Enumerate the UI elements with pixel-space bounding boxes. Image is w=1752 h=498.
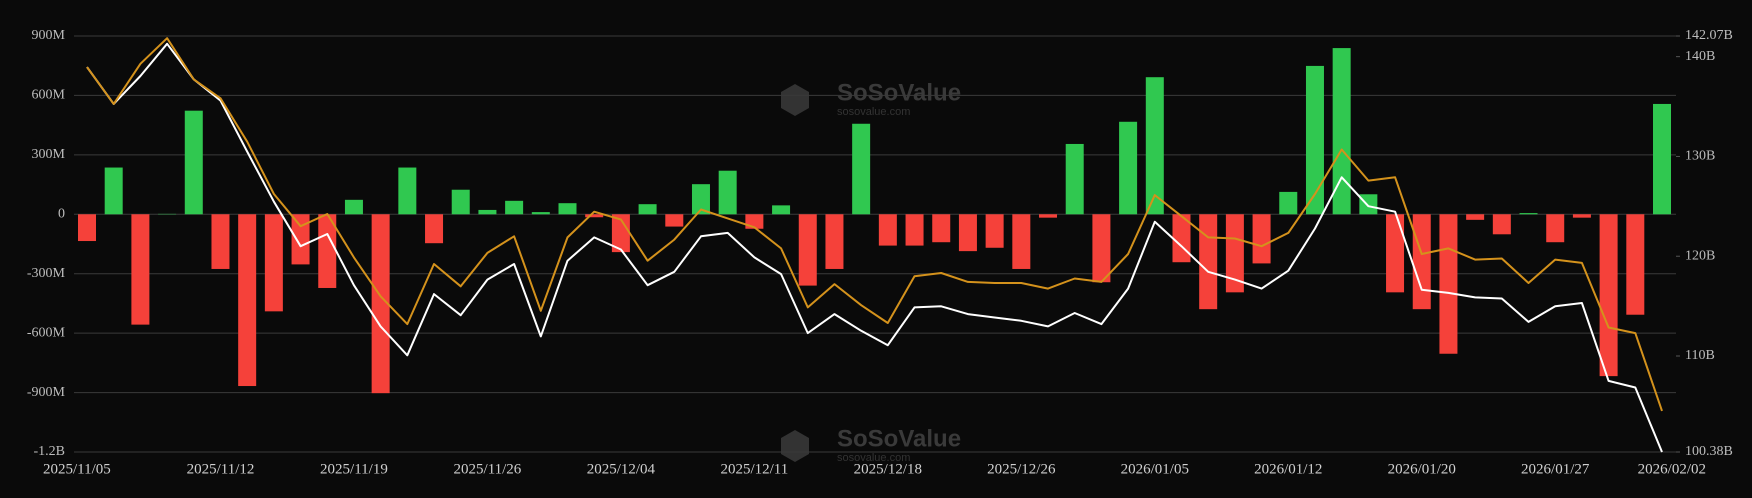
bar <box>1305 65 1324 215</box>
bar <box>638 204 657 215</box>
x-tick-label: 2025/11/19 <box>320 461 388 477</box>
bar <box>291 214 310 265</box>
bar <box>1199 214 1218 310</box>
bar <box>1599 214 1618 377</box>
watermark-url: sosovalue.com <box>837 106 910 118</box>
x-tick-label: 2026/01/27 <box>1521 461 1590 477</box>
x-tick-label: 2025/12/11 <box>720 461 788 477</box>
line-series <box>86 37 1663 412</box>
bar <box>425 214 444 244</box>
bar <box>1439 214 1458 354</box>
bar <box>318 214 337 288</box>
y2-tick-label: 140B <box>1685 49 1715 64</box>
bar <box>1626 214 1645 315</box>
bar <box>131 214 150 325</box>
bar <box>1225 214 1244 293</box>
bar <box>1412 214 1431 310</box>
watermark-text: SoSoValue <box>837 79 961 106</box>
bar <box>104 167 123 215</box>
bar <box>451 189 470 215</box>
bar <box>798 214 817 286</box>
bar <box>478 209 497 215</box>
x-tick-label: 2026/01/05 <box>1121 461 1189 477</box>
y2-tick-label: 120B <box>1685 248 1715 263</box>
bar <box>718 170 737 215</box>
x-tick-label: 2026/01/12 <box>1254 461 1322 477</box>
bar <box>611 214 630 253</box>
y-tick-label: 0 <box>58 207 65 222</box>
bar <box>1119 121 1138 215</box>
bar <box>1092 214 1111 283</box>
bar <box>665 214 684 227</box>
bar <box>985 214 1004 248</box>
bar <box>1492 214 1511 235</box>
y2-tick-label: 110B <box>1685 348 1715 363</box>
x-tick-label: 2026/01/20 <box>1388 461 1456 477</box>
bar <box>1653 103 1671 215</box>
bar <box>1012 214 1031 269</box>
y-tick-label: -300M <box>27 266 66 281</box>
bar <box>1519 213 1538 215</box>
bar <box>932 214 951 243</box>
bar <box>558 203 577 215</box>
bar <box>852 123 871 215</box>
bar <box>1546 214 1565 243</box>
bar <box>505 200 524 215</box>
y2-tick-label: 100.38B <box>1685 444 1733 459</box>
watermark-icon <box>781 84 809 116</box>
bar <box>958 214 977 252</box>
y-tick-label: 600M <box>32 88 66 103</box>
line-series <box>86 42 1663 453</box>
bar <box>585 214 604 218</box>
y-tick-label: 900M <box>32 28 66 43</box>
x-tick-label: 2025/11/12 <box>187 461 255 477</box>
x-tick-label: 2025/12/04 <box>587 461 656 477</box>
y-tick-label: -1.2B <box>34 444 66 459</box>
watermark-bottom: SoSoValue sosovalue.com <box>781 425 961 464</box>
bar <box>371 214 390 394</box>
bar <box>78 214 96 242</box>
bar <box>691 184 710 215</box>
bar <box>878 214 897 246</box>
x-tick-label: 2025/12/26 <box>987 461 1056 477</box>
x-tick-label: 2025/12/18 <box>854 461 922 477</box>
y-tick-label: 300M <box>32 147 66 162</box>
y-tick-label: -900M <box>27 385 66 400</box>
bar <box>238 214 257 387</box>
watermark-top: SoSoValue sosovalue.com <box>781 79 961 118</box>
bar <box>1359 194 1378 215</box>
watermark-url: sosovalue.com <box>837 452 910 464</box>
bar <box>1252 214 1271 264</box>
bar <box>1039 214 1058 218</box>
x-tick-label: 2025/11/26 <box>454 461 522 477</box>
bar <box>1386 214 1405 293</box>
bar <box>772 205 791 215</box>
watermark-text: SoSoValue <box>837 425 961 452</box>
bar <box>184 110 203 215</box>
bar <box>1279 191 1298 215</box>
bar <box>344 199 363 215</box>
bar <box>825 214 844 269</box>
y2-tick-label: 130B <box>1685 149 1715 164</box>
bar <box>1466 214 1485 220</box>
y-tick-label: -600M <box>27 325 66 340</box>
watermark-icon <box>781 430 809 462</box>
bar <box>1145 77 1164 215</box>
bar <box>1065 143 1084 215</box>
bar <box>531 212 550 215</box>
x-tick-label: 2026/02/02 <box>1638 461 1706 477</box>
x-tick-label: 2025/11/05 <box>43 461 111 477</box>
bar <box>1572 214 1591 218</box>
bar <box>398 167 417 215</box>
bar <box>211 214 230 269</box>
bar <box>1332 48 1351 215</box>
bar <box>905 214 924 246</box>
y2-tick-label: 142.07B <box>1685 28 1733 43</box>
bar <box>264 214 283 312</box>
